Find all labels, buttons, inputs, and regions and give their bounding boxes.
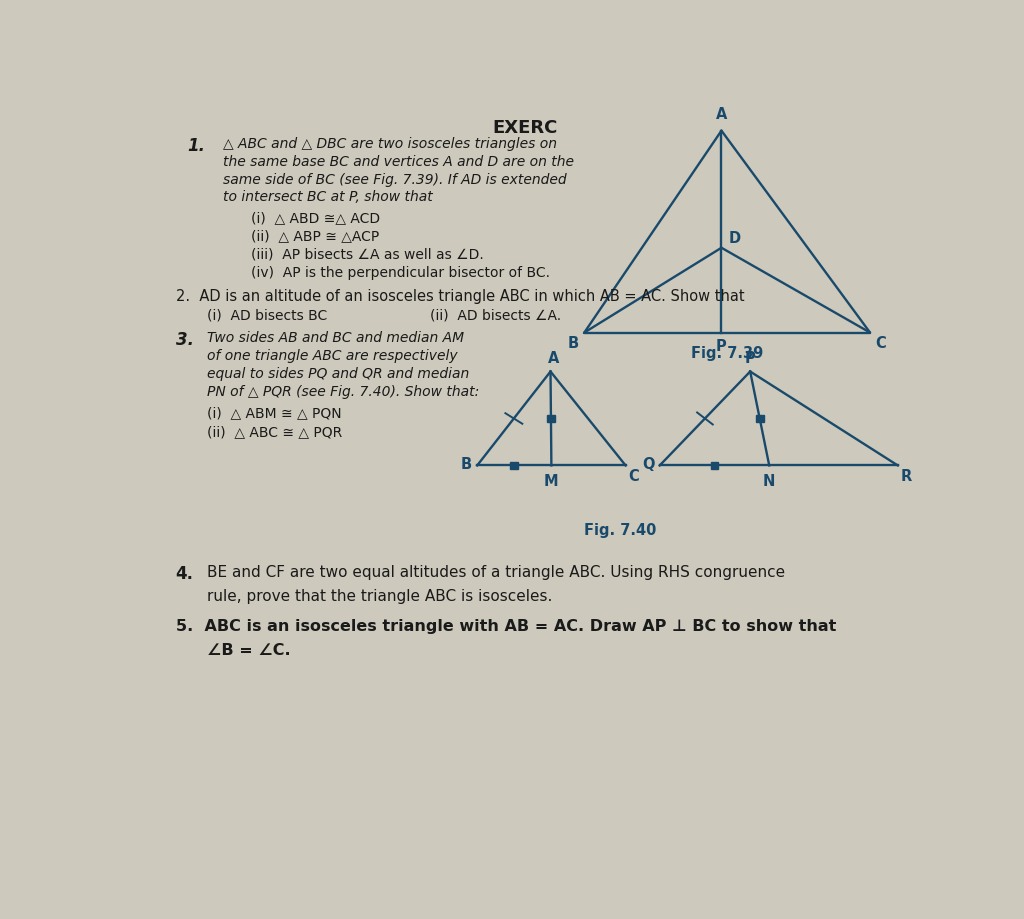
Text: BE and CF are two equal altitudes of a triangle ABC. Using RHS congruence: BE and CF are two equal altitudes of a t… <box>207 564 785 580</box>
Text: C: C <box>629 469 639 483</box>
Text: Fig. 7.39: Fig. 7.39 <box>691 346 763 360</box>
Text: A: A <box>548 351 559 366</box>
Text: to intersect BC at P, show that: to intersect BC at P, show that <box>223 190 433 204</box>
Text: same side of BC (see Fig. 7.39). If AD is extended: same side of BC (see Fig. 7.39). If AD i… <box>223 173 567 187</box>
Text: 3.: 3. <box>176 331 194 349</box>
Text: (ii)  AD bisects ∠A.: (ii) AD bisects ∠A. <box>430 308 561 322</box>
Bar <box>547 415 555 423</box>
Text: M: M <box>544 473 559 488</box>
Text: Two sides AB and BC and median AM: Two sides AB and BC and median AM <box>207 331 465 345</box>
Text: rule, prove that the triangle ABC is isosceles.: rule, prove that the triangle ABC is iso… <box>207 588 553 603</box>
Text: (i)  AD bisects BC: (i) AD bisects BC <box>207 308 328 322</box>
Text: B: B <box>568 336 580 351</box>
Text: N: N <box>763 473 775 488</box>
Text: R: R <box>901 469 912 483</box>
Text: equal to sides PQ and QR and median: equal to sides PQ and QR and median <box>207 367 470 380</box>
Text: PN of △ PQR (see Fig. 7.40). Show that:: PN of △ PQR (see Fig. 7.40). Show that: <box>207 384 479 398</box>
Text: (iii)  AP bisects ∠A as well as ∠D.: (iii) AP bisects ∠A as well as ∠D. <box>251 247 483 262</box>
Text: Q: Q <box>642 457 654 471</box>
Text: (i)  △ ABD ≅△ ACD: (i) △ ABD ≅△ ACD <box>251 210 380 225</box>
Text: △ ABC and △ DBC are two isosceles triangles on: △ ABC and △ DBC are two isosceles triang… <box>223 137 557 151</box>
Text: 5.  ABC is an isosceles triangle with AB = AC. Draw AP ⊥ BC to show that: 5. ABC is an isosceles triangle with AB … <box>176 618 836 633</box>
Text: D: D <box>729 231 740 245</box>
Text: C: C <box>876 336 886 351</box>
Text: B: B <box>461 457 472 471</box>
Text: P: P <box>744 351 756 366</box>
Bar <box>756 415 764 423</box>
Bar <box>711 462 719 470</box>
Text: A: A <box>716 108 727 122</box>
Text: ∠B = ∠C.: ∠B = ∠C. <box>207 642 291 657</box>
Text: 1.: 1. <box>187 137 206 155</box>
Text: of one triangle ABC are respectively: of one triangle ABC are respectively <box>207 348 458 363</box>
Text: Fig. 7.40: Fig. 7.40 <box>584 522 656 537</box>
Text: (ii)  △ ABC ≅ △ PQR: (ii) △ ABC ≅ △ PQR <box>207 425 343 438</box>
Text: 2.  AD is an altitude of an isosceles triangle ABC in which AB = AC. Show that: 2. AD is an altitude of an isosceles tri… <box>176 289 744 303</box>
Text: (iv)  AP is the perpendicular bisector of BC.: (iv) AP is the perpendicular bisector of… <box>251 266 550 280</box>
Text: the same base BC and vertices A and D are on the: the same base BC and vertices A and D ar… <box>223 155 574 169</box>
Text: 4.: 4. <box>176 564 194 583</box>
Text: P: P <box>716 339 727 354</box>
Text: EXERC: EXERC <box>493 119 557 137</box>
Text: (i)  △ ABM ≅ △ PQN: (i) △ ABM ≅ △ PQN <box>207 406 342 420</box>
Text: (ii)  △ ABP ≅ △ACP: (ii) △ ABP ≅ △ACP <box>251 229 379 244</box>
Bar <box>510 462 518 470</box>
